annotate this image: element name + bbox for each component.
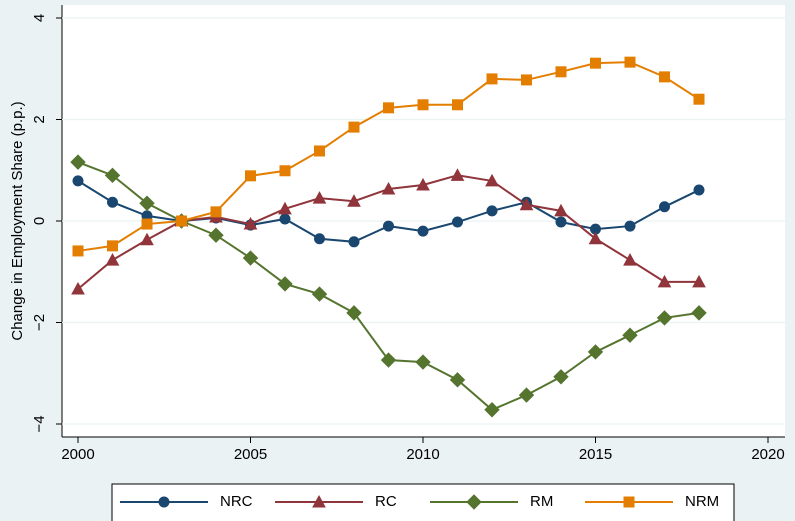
marker (380, 352, 397, 368)
legend-label: RC (375, 493, 397, 510)
y-tick-label: 4 (31, 14, 48, 22)
y-tick-label: −2 (31, 314, 48, 331)
marker (176, 215, 187, 227)
marker (105, 253, 120, 266)
marker (314, 145, 325, 157)
marker (140, 232, 154, 246)
marker (452, 99, 463, 111)
marker (279, 165, 291, 177)
marker (485, 173, 499, 187)
marker (518, 387, 535, 403)
marker (693, 184, 705, 196)
marker (312, 191, 327, 204)
marker (348, 236, 360, 248)
marker (416, 177, 430, 191)
marker (208, 227, 224, 243)
marker (139, 195, 155, 211)
y-tick-label: 0 (31, 217, 48, 225)
marker (624, 56, 636, 68)
marker (71, 281, 85, 295)
marker (555, 66, 567, 78)
marker (242, 250, 259, 266)
marker (691, 305, 707, 321)
marker (554, 203, 568, 217)
marker (347, 194, 361, 207)
marker (417, 99, 429, 111)
marker (484, 402, 500, 418)
legend-marker (623, 496, 635, 508)
marker (659, 71, 670, 83)
marker (277, 276, 293, 292)
marker (521, 74, 532, 86)
legend-label: RM (530, 493, 553, 510)
marker (70, 154, 86, 170)
marker (210, 206, 222, 218)
marker (486, 73, 498, 85)
marker (383, 220, 394, 232)
marker (348, 121, 360, 133)
x-tick-label: 2000 (61, 446, 94, 463)
legend-label: NRM (685, 493, 719, 510)
y-axis-title: Change in Employment Share (p.p.) (9, 101, 26, 340)
marker (72, 245, 84, 257)
marker (449, 372, 466, 388)
marker (72, 175, 84, 187)
y-tick-label: 2 (31, 115, 48, 123)
marker (590, 57, 601, 69)
legend-marker (466, 494, 482, 510)
marker (107, 196, 118, 208)
marker (104, 167, 121, 184)
x-tick-label: 2015 (579, 446, 612, 463)
marker (245, 170, 256, 182)
marker (622, 327, 638, 343)
marker (555, 216, 567, 228)
marker (450, 168, 465, 181)
marker (452, 216, 463, 228)
marker (657, 274, 672, 288)
marker (107, 240, 118, 252)
x-tick-label: 2005 (234, 446, 267, 463)
legend-label: NRC (220, 493, 253, 510)
marker (381, 181, 396, 195)
y-tick-label: −4 (31, 415, 48, 432)
marker (278, 201, 292, 215)
legend-marker (158, 496, 170, 508)
marker (656, 310, 673, 326)
marker (588, 231, 603, 245)
marker (519, 197, 534, 211)
marker (659, 201, 670, 213)
x-tick-label: 2010 (406, 446, 439, 463)
legend-marker (312, 494, 326, 508)
marker (553, 369, 569, 385)
marker (415, 354, 431, 370)
marker (311, 286, 328, 302)
marker (346, 305, 362, 321)
marker (279, 213, 291, 225)
marker (692, 274, 706, 288)
marker (587, 344, 604, 360)
marker (141, 218, 153, 230)
marker (693, 93, 705, 105)
marker (383, 102, 394, 114)
marker (624, 220, 636, 232)
marker (623, 253, 637, 266)
marker (243, 217, 258, 230)
marker (417, 225, 429, 237)
marker (314, 233, 325, 245)
x-tick-label: 2020 (751, 446, 784, 463)
marker (486, 205, 498, 217)
